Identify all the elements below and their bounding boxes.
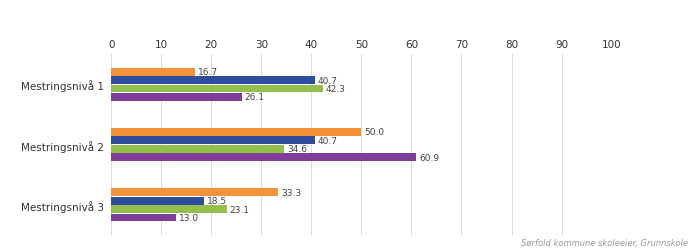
Text: 13.0: 13.0 [179,213,199,222]
Text: 33.3: 33.3 [281,188,301,197]
Text: 50.0: 50.0 [364,128,384,137]
Text: 23.1: 23.1 [230,205,250,214]
Text: 18.5: 18.5 [207,196,227,205]
Bar [111,85,323,93]
Text: 42.3: 42.3 [326,85,345,94]
Text: 34.6: 34.6 [287,145,307,154]
Bar [111,154,416,162]
Text: 40.7: 40.7 [318,76,338,85]
Text: Sørfold kommune skoleeier, Grunnskole: Sørfold kommune skoleeier, Grunnskole [521,238,688,248]
Text: 16.7: 16.7 [198,68,218,77]
Bar [111,94,242,102]
Bar [111,214,177,222]
Bar [111,128,361,136]
Text: 60.9: 60.9 [419,153,439,162]
Bar [111,197,204,205]
Bar [111,188,278,196]
Bar [111,205,227,213]
Bar [111,137,315,145]
Text: 40.7: 40.7 [318,136,338,145]
Bar [111,77,315,85]
Bar [111,68,195,76]
Text: 26.1: 26.1 [245,93,265,102]
Bar [111,145,284,153]
